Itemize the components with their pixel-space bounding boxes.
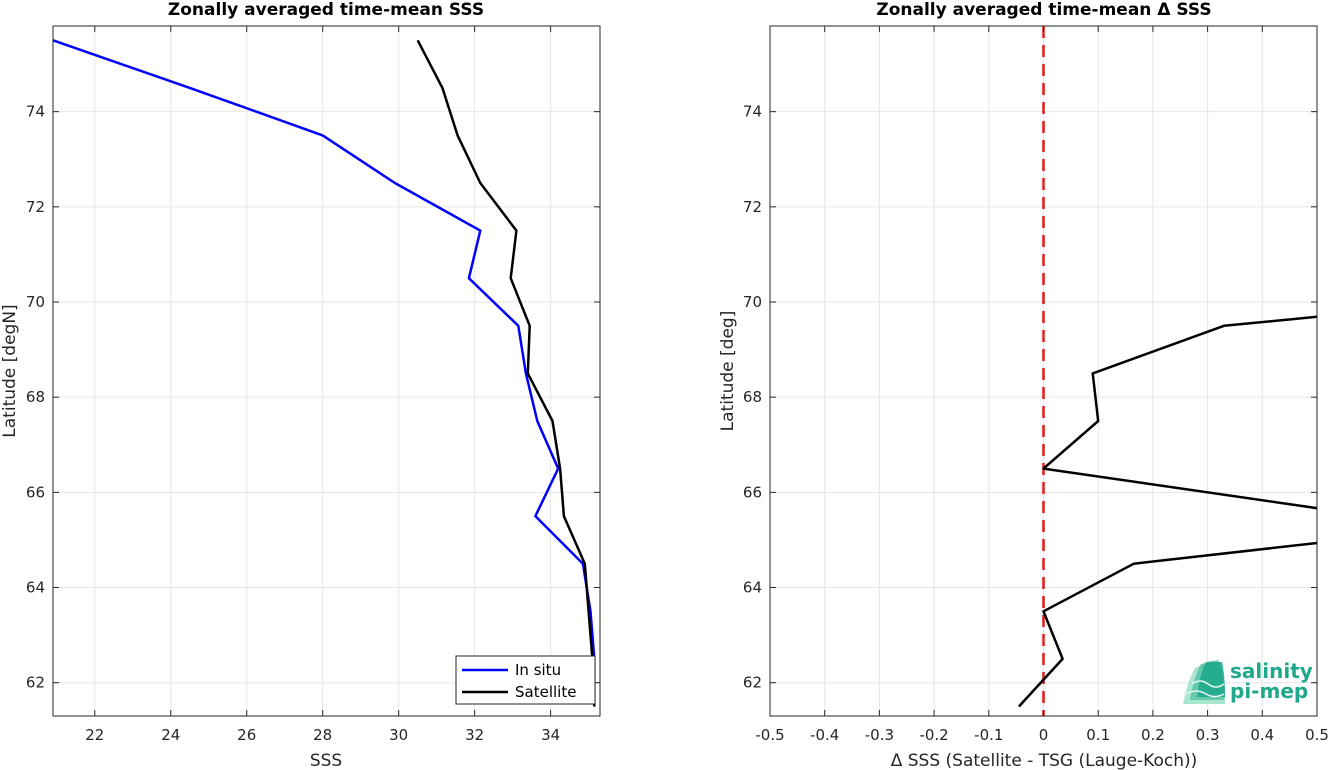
right-y-tick-label: 68 [743,388,762,406]
right-x-tick-label: 0.2 [1141,726,1165,744]
right-title: Zonally averaged time-mean Δ SSS [876,0,1211,20]
left-x-tick-label: 30 [389,726,408,744]
left-y-tick-label: 68 [26,388,45,406]
right-ylabel: Latitude [deg] [718,311,738,432]
right-y-tick-label: 64 [743,579,762,597]
right-x-tick-label: -0.4 [810,726,839,744]
right-y-tick-label: 74 [743,103,762,121]
right-x-tick-label: 0.4 [1250,726,1274,744]
left-plot-area [53,26,600,716]
right-y-tick-label: 70 [743,293,762,311]
left-x-tick-label: 32 [465,726,484,744]
right-x-tick-label: -0.5 [755,726,784,744]
left-ticks: 22 24 26 28 30 32 34 62 64 66 68 70 72 74 [26,26,600,744]
left-panel: 22 24 26 28 30 32 34 62 64 66 68 70 72 74 Zonally ave… [0,0,601,770]
right-y-tick-label: 62 [743,674,762,692]
right-series-line-series-0 [1017,315,1317,708]
right-x-tick-label: -0.1 [974,726,1003,744]
left-x-tick-label: 26 [237,726,256,744]
left-ylabel: Latitude [degN] [0,304,20,437]
legend-box [455,655,596,705]
left-y-tick-label: 64 [26,579,45,597]
left-y-tick-label: 66 [26,483,45,501]
right-x-tick-label: 0 [1039,726,1049,744]
left-y-tick-label: 70 [26,293,45,311]
left-x-tick-label: 24 [161,726,180,744]
left-axes-box [52,25,601,717]
right-ticks: -0.5 -0.4 -0.3 -0.2 -0.1 0 0.1 0.2 0.3 0.4 0.5 62 64… [743,26,1329,744]
right-x-tick-label: 0.1 [1086,726,1110,744]
right-x-tick-label: 0.5 [1305,726,1329,744]
left-y-tick-label: 74 [26,103,45,121]
wave-logo-icon [1183,660,1225,704]
left-x-tick-label: 34 [541,726,560,744]
left-x-tick-label: 22 [85,726,104,744]
legend-label-in-situ: In situ [515,661,561,679]
right-xlabel: Δ SSS (Satellite - TSG (Lauge-Koch)) [891,751,1198,770]
legend: In situ Satellite [455,655,596,705]
left-y-tick-label: 62 [26,674,45,692]
logo-text-line1: salinity [1230,659,1313,683]
right-y-tick-label: 72 [743,198,762,216]
right-panel: -0.5 -0.4 -0.3 -0.2 -0.1 0 0.1 0.2 0.3 0.4 0.5 62 64… [718,0,1329,770]
left-series-line-satellite [416,39,596,707]
legend-label-satellite: Satellite [515,683,576,701]
right-x-tick-label: 0.3 [1196,726,1220,744]
left-grid [53,26,600,716]
left-series [53,39,596,707]
left-y-tick-label: 72 [26,198,45,216]
right-x-tick-label: -0.2 [919,726,948,744]
right-y-tick-label: 66 [743,483,762,501]
left-title: Zonally averaged time-mean SSS [168,0,484,20]
salinity-pi-mep-logo: salinity pi-mep [1183,659,1313,704]
right-x-tick-label: -0.3 [865,726,894,744]
logo-text-line2: pi-mep [1230,679,1308,703]
left-x-tick-label: 28 [313,726,332,744]
right-series [1017,26,1317,716]
left-xlabel: SSS [310,751,342,770]
